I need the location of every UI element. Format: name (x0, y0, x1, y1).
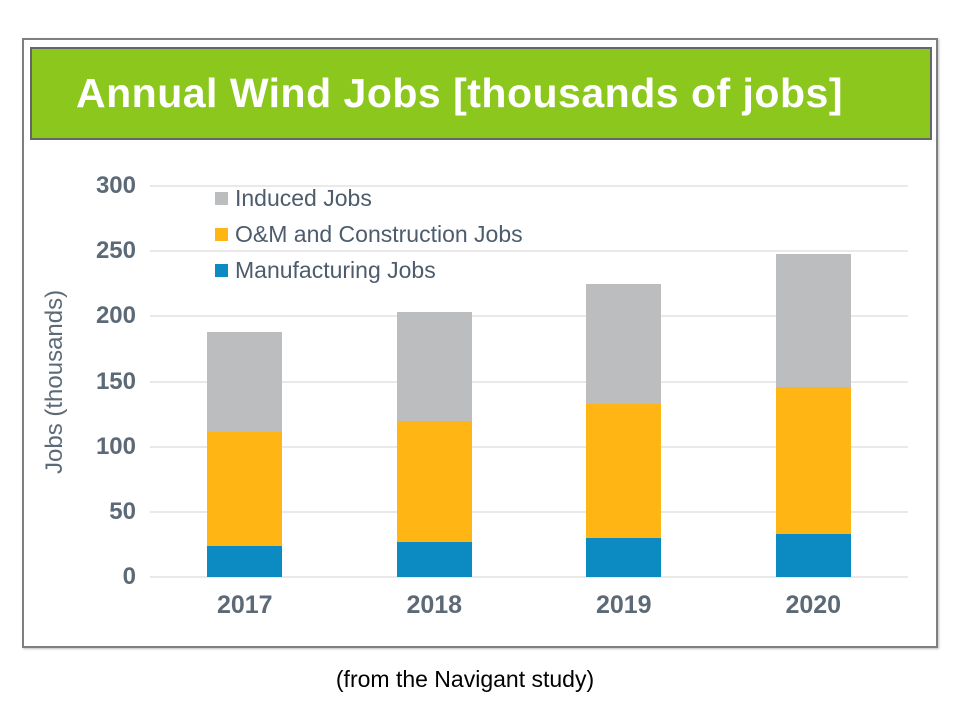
legend-swatch-manufacturing-jobs (215, 263, 228, 277)
chart-area: Jobs (thousands) Induced Jobs O&M and Con… (24, 40, 936, 646)
gridline (150, 315, 908, 318)
gridline (150, 250, 908, 253)
legend-label: Manufacturing Jobs (235, 256, 436, 283)
gridline (150, 445, 908, 448)
legend-item-manufacturing-jobs: Manufacturing Jobs (215, 252, 523, 288)
bar-segment-manufacturing-jobs-2020 (775, 534, 851, 577)
bar-segment-induced-jobs-2020 (775, 253, 851, 387)
bar-segment-induced-jobs-2017 (207, 332, 283, 433)
bar-segment-o-m-and-construction-jobs-2019 (586, 403, 662, 538)
y-tick-label: 0 (122, 563, 136, 590)
x-tick-label: 2018 (406, 591, 463, 619)
bar-segment-induced-jobs-2018 (396, 312, 472, 421)
gridline (150, 380, 908, 383)
gridline (150, 576, 908, 578)
slide-frame: Annual Wind Jobs [thousands of jobs] Job… (22, 38, 938, 648)
bar-segment-o-m-and-construction-jobs-2018 (396, 420, 472, 542)
bar-segment-induced-jobs-2019 (586, 283, 662, 404)
legend-item-o-m-and-construction-jobs: O&M and Construction Jobs (215, 216, 523, 252)
legend-item-induced-jobs: Induced Jobs (215, 180, 523, 216)
legend-label: Induced Jobs (235, 184, 372, 211)
gridline (150, 185, 908, 187)
bar-segment-o-m-and-construction-jobs-2017 (207, 432, 283, 546)
x-tick-label: 2017 (216, 591, 273, 619)
y-tick-label: 300 (95, 172, 136, 199)
chart-title-bar: Annual Wind Jobs [thousands of jobs] (30, 47, 932, 140)
legend-swatch-o-m-and-construction-jobs (215, 227, 228, 241)
y-tick-label: 50 (109, 497, 136, 525)
y-tick-label: 200 (95, 302, 136, 330)
legend-label: O&M and Construction Jobs (235, 220, 523, 247)
source-caption: (from the Navigant study) (335, 666, 595, 692)
plot-area (150, 185, 908, 578)
bar-segment-o-m-and-construction-jobs-2020 (775, 386, 851, 534)
gridline (150, 510, 908, 513)
x-tick-label: 2020 (785, 591, 842, 619)
legend-swatch-induced-jobs (215, 191, 228, 205)
bar-segment-manufacturing-jobs-2017 (207, 545, 283, 577)
y-tick-label: 250 (95, 237, 136, 265)
legend: Induced Jobs O&M and Construction Jobs Man… (215, 180, 523, 288)
bar-segment-manufacturing-jobs-2018 (396, 541, 472, 577)
y-tick-label: 100 (95, 432, 136, 460)
bar-segment-manufacturing-jobs-2019 (586, 537, 662, 577)
y-tick-label: 150 (95, 367, 136, 395)
chart-title: Annual Wind Jobs [thousands of jobs] (76, 70, 843, 116)
x-tick-label: 2019 (595, 591, 652, 619)
